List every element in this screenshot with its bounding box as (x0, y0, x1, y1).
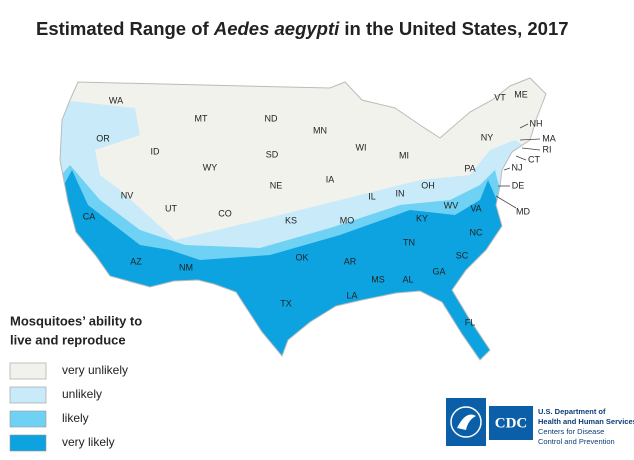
state-label: NE (270, 180, 283, 190)
state-label: MS (371, 274, 385, 284)
legend-title: live and reproduce (10, 332, 126, 347)
logo-text: Control and Prevention (538, 437, 615, 446)
state-label: PA (464, 163, 475, 173)
legend: Mosquitoes’ ability to live and reproduce… (9, 313, 142, 452)
state-label: SD (266, 149, 279, 159)
state-label: TX (280, 298, 292, 308)
cdc-badge (489, 406, 533, 440)
state-label: WA (109, 95, 123, 105)
hhs-seal (450, 406, 482, 438)
state-label: CA (83, 211, 96, 221)
legend-label: very likely (62, 435, 115, 449)
state-label: WV (444, 200, 459, 210)
state-label: WY (203, 162, 218, 172)
state-label: NH (530, 118, 543, 128)
state-label: LA (346, 290, 357, 300)
state-label: MN (313, 125, 327, 135)
state-label: AZ (130, 256, 142, 266)
state-label: NV (121, 190, 134, 200)
state-label: NM (179, 262, 193, 272)
state-label: IL (368, 191, 376, 201)
state-label: DE (512, 180, 525, 190)
state-label: NJ (512, 162, 523, 172)
state-label: OH (421, 180, 435, 190)
state-label: NY (481, 132, 494, 142)
state-label: MA (542, 133, 556, 143)
legend-label: very unlikely (62, 363, 128, 377)
state-label: CT (528, 154, 540, 164)
state-label: IA (326, 174, 335, 184)
state-label: IN (396, 188, 405, 198)
legend-title: Mosquitoes’ ability to (10, 313, 142, 328)
legend-label: likely (62, 411, 89, 425)
state-label: MD (516, 206, 530, 216)
title-part: in the United States, 2017 (339, 18, 568, 39)
state-labels: WA OR CA NV ID MT WY UT AZ NM CO ND SD NE KS OK TX MN IA MO… (83, 89, 556, 327)
state-label: FL (465, 317, 476, 327)
state-label: UT (165, 203, 177, 213)
state-label: GA (432, 266, 445, 276)
state-label: MI (399, 150, 409, 160)
title-species: Aedes aegypti (213, 18, 340, 39)
state-label: KY (416, 213, 428, 223)
state-label: ID (151, 146, 161, 156)
state-label: AL (402, 274, 413, 284)
state-label: CO (218, 208, 232, 218)
state-label: VA (470, 203, 481, 213)
title-part: Estimated Range of (36, 18, 214, 39)
state-label: TN (403, 237, 415, 247)
state-label: AR (344, 256, 357, 266)
state-label: KS (285, 215, 297, 225)
state-label: ND (265, 113, 278, 123)
legend-swatch (9, 410, 47, 428)
logo-text: Health and Human Services (538, 417, 634, 426)
legend-swatch (9, 362, 47, 380)
legend-swatch (9, 386, 47, 404)
state-label: VT (494, 92, 506, 102)
state-label: OR (96, 133, 110, 143)
state-label: WI (356, 142, 367, 152)
state-label: MO (340, 215, 355, 225)
state-label: ME (514, 89, 528, 99)
state-label: RI (543, 144, 552, 154)
state-label: MT (195, 113, 208, 123)
hhs-eagle (457, 414, 476, 430)
logo-text: U.S. Department of (538, 407, 606, 416)
legend-label: unlikely (62, 387, 102, 401)
logo-text: Centers for Disease (538, 427, 604, 436)
leader-lines (495, 123, 541, 209)
cdc-mark: CDC (495, 415, 528, 431)
legend-swatch (9, 434, 47, 452)
state-label: SC (456, 250, 469, 260)
state-label: OK (295, 252, 308, 262)
state-label: NC (470, 227, 483, 237)
title: Estimated Range of Aedes aegypti in the … (36, 18, 569, 39)
